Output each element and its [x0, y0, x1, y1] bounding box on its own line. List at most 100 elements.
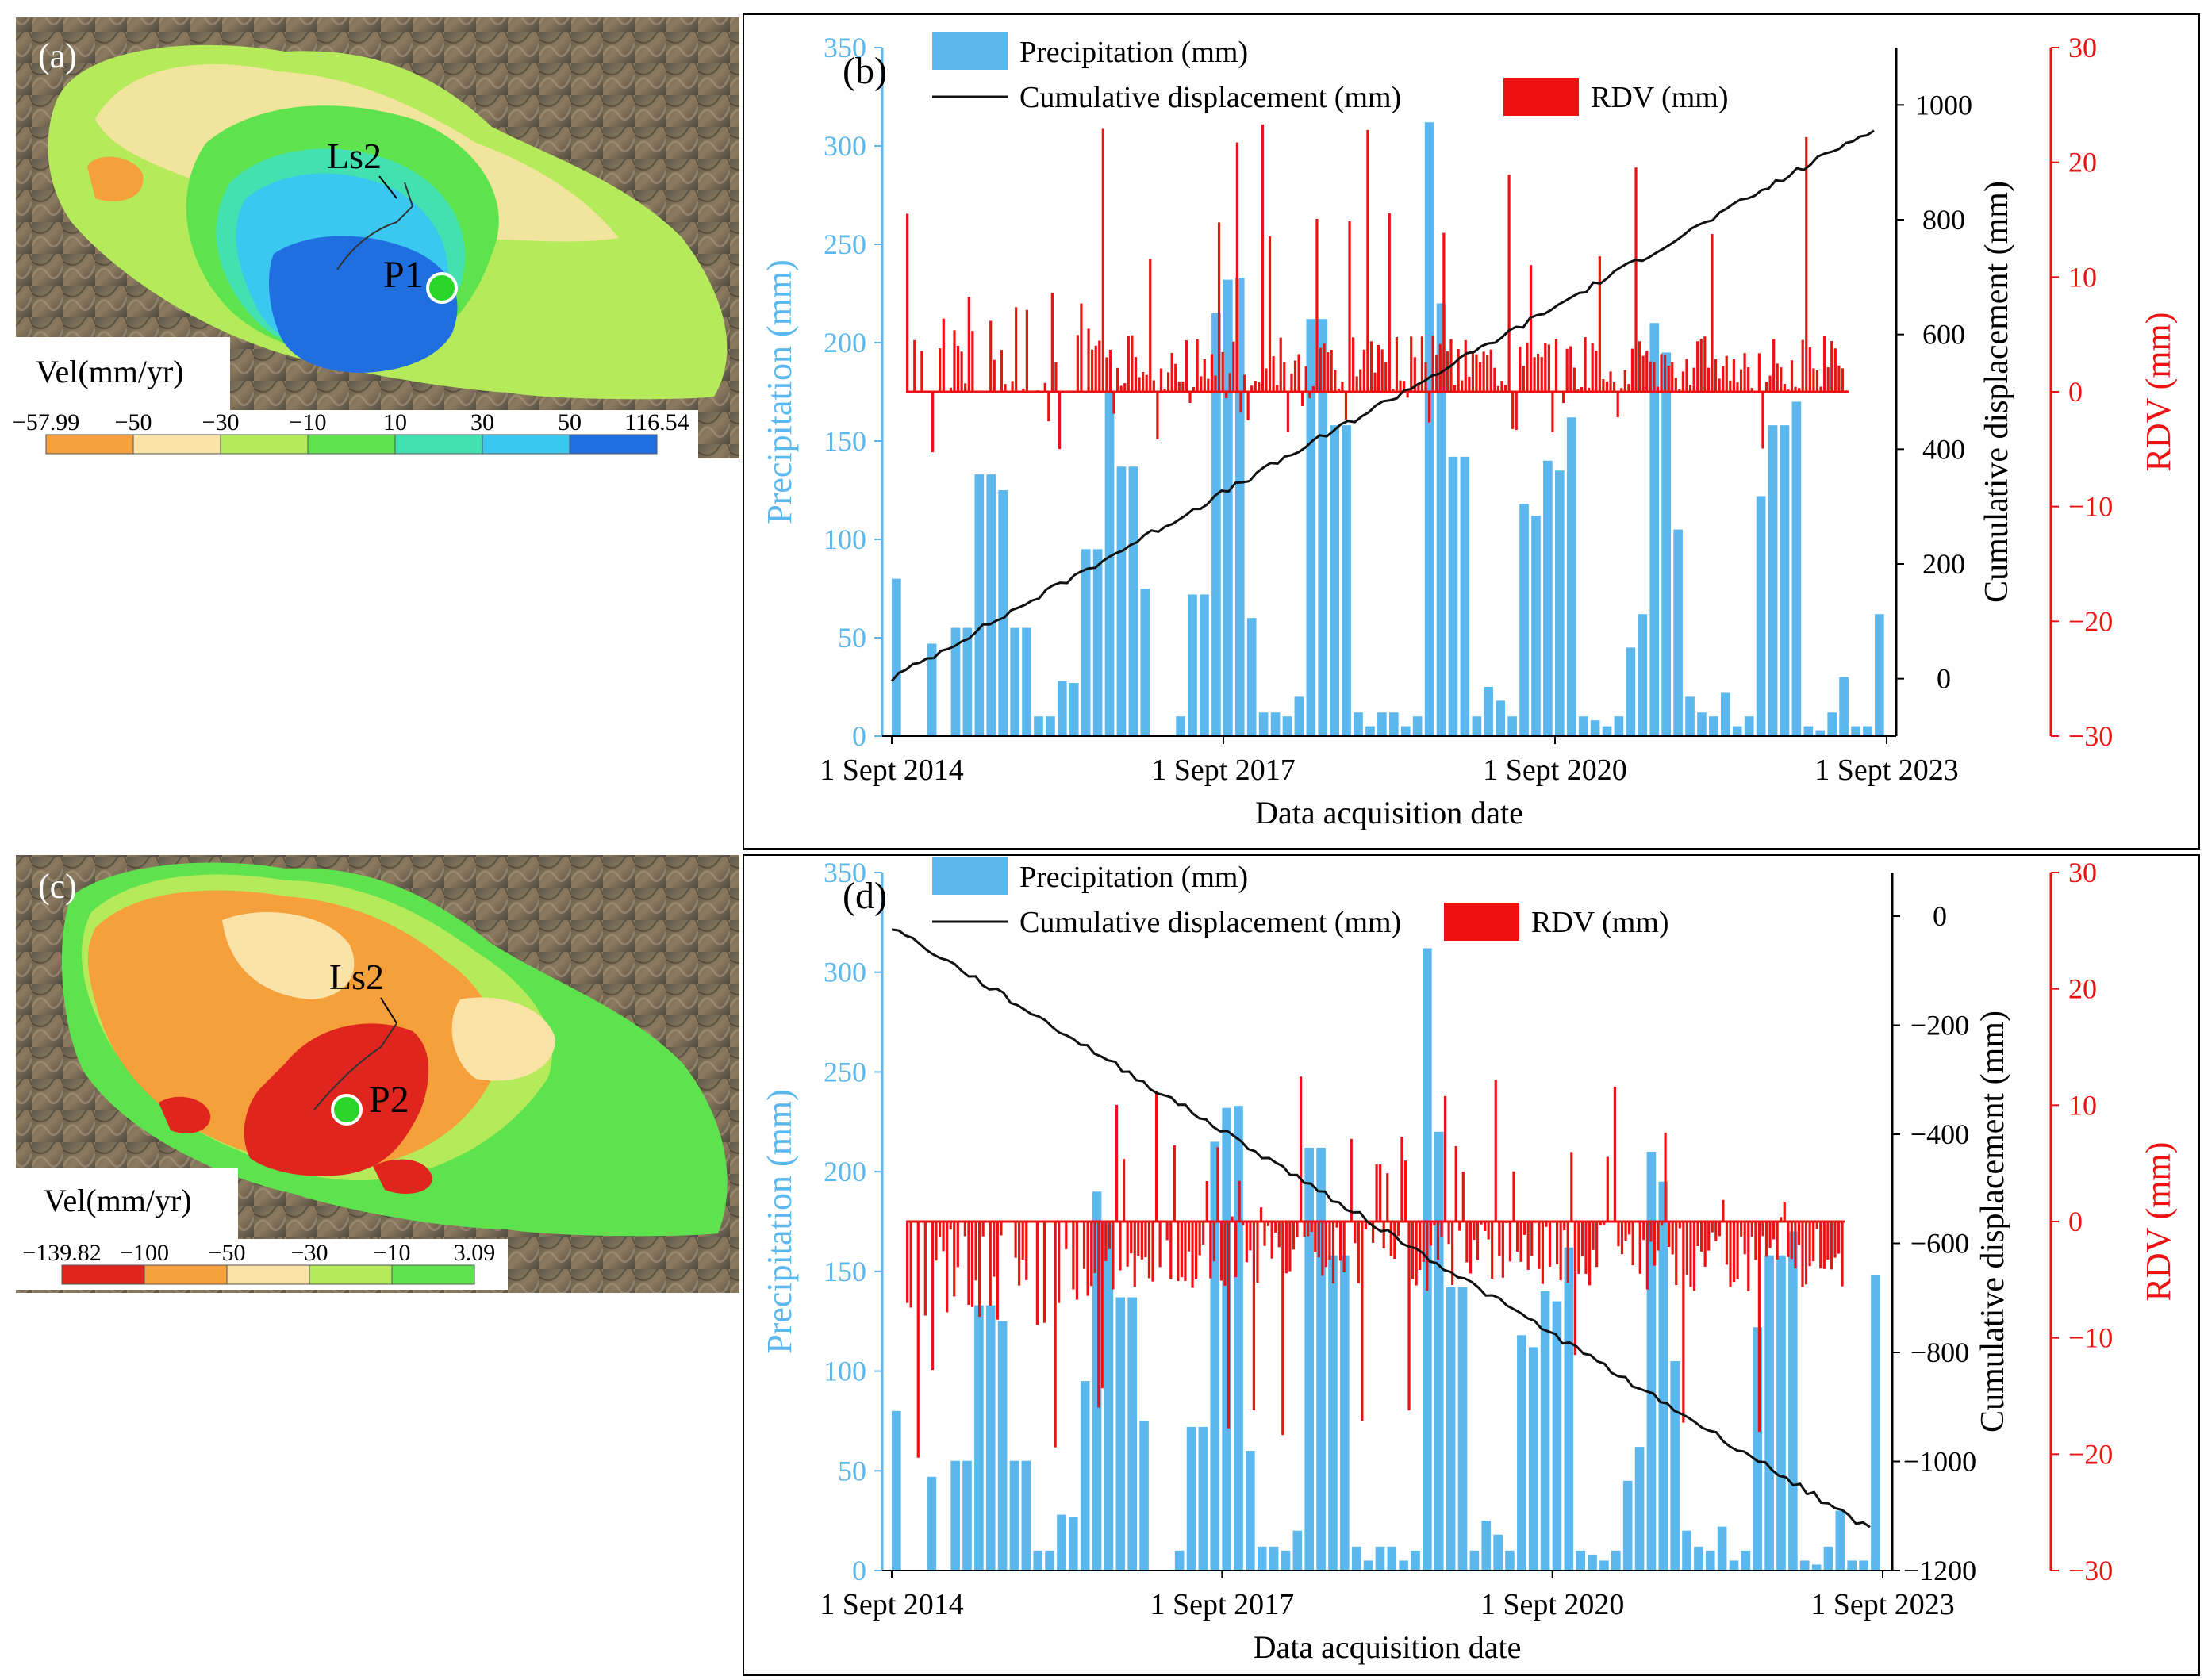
rdv-bar [1609, 371, 1612, 392]
rdv-bar [1457, 348, 1460, 392]
rdv-bar [1515, 392, 1518, 431]
legend-swatch [144, 1264, 228, 1285]
precip-bar [1673, 529, 1683, 736]
rdv-bar [1805, 136, 1808, 392]
rdv-bar [1565, 348, 1569, 392]
rdv-bar [1645, 351, 1649, 392]
rdv-bar [1545, 1222, 1548, 1227]
left-tick-label: 100 [824, 1356, 866, 1387]
rdv-bar [1137, 1222, 1140, 1256]
rdv-bar [960, 351, 963, 392]
rdv-bar [1185, 340, 1188, 392]
rdv-bar [1667, 366, 1670, 392]
landslide-c-pointer [380, 997, 397, 1024]
landslide-label-c: Ls2 [329, 957, 384, 997]
rdv-bar [1501, 1222, 1504, 1278]
chart-b-frame [743, 13, 2200, 850]
rdv-bar [967, 297, 970, 392]
right2-tick-label: 30 [2068, 32, 2097, 63]
precip-bar [1424, 122, 1434, 737]
legend-c-colorbar: −139.82 −100 −50 −30 −10 3.09 [22, 1240, 495, 1285]
rdv-bar [1307, 1222, 1310, 1237]
rdv-bar [942, 318, 945, 392]
legend-tick-label: −100 [120, 1240, 169, 1266]
rdv-bar [1660, 354, 1663, 392]
rdv-bar [1054, 362, 1058, 392]
precip-bar [1340, 1255, 1350, 1571]
rdv-bar [1722, 1199, 1725, 1222]
rdv-bar [1468, 376, 1471, 392]
precip-bar [1815, 730, 1826, 736]
rdv-bar [1544, 343, 1547, 392]
rdv-bar [1537, 354, 1540, 392]
rdv-bar [1649, 361, 1652, 392]
precip-bar [1871, 1275, 1880, 1571]
rdv-bar [1660, 1222, 1664, 1226]
rdv-bar [1174, 363, 1177, 392]
rdv-bar [1315, 218, 1319, 392]
precip-bar [1505, 1550, 1515, 1571]
precip-bar [1768, 425, 1778, 736]
zone-c-cream2 [451, 997, 555, 1081]
rdv-bar [1823, 336, 1826, 392]
left-tick-label: 250 [824, 228, 866, 260]
legend-tick-label: −10 [374, 1240, 411, 1266]
left-axis-title: Precipitation (mm) [760, 1089, 799, 1354]
rdv-bar [1286, 392, 1289, 432]
rdv-bar [935, 1222, 938, 1261]
rdv-bar [1065, 1222, 1068, 1249]
rdv-bar [1761, 1222, 1764, 1237]
precip-bar [1576, 1550, 1586, 1571]
rdv-bar [1410, 336, 1413, 392]
rdv-bar [1232, 341, 1235, 392]
rdv-bar [1595, 1222, 1599, 1268]
rdv-bar [1130, 1222, 1133, 1254]
precip-bar [1694, 1546, 1703, 1571]
precip-bar [1234, 278, 1245, 736]
rdv-bar [1112, 1222, 1115, 1290]
legend-swatch [482, 434, 570, 455]
rdv-bar [1284, 1222, 1288, 1274]
rdv-bar [1272, 356, 1275, 392]
rdv-bar [1671, 1222, 1674, 1255]
rdv-bar [1812, 368, 1815, 392]
precip-bar [1685, 696, 1695, 736]
rdv-bar [1166, 372, 1170, 392]
precip-bar [1080, 1381, 1090, 1571]
rdv-bar [1576, 389, 1580, 392]
rdv-bar [1438, 343, 1442, 392]
rdv-bar [1217, 222, 1221, 392]
precip-bar [997, 1321, 1008, 1571]
rdv-bar [1808, 1222, 1811, 1267]
rdv-bar [946, 1222, 949, 1313]
rdv-bar [1605, 382, 1609, 392]
rdv-bar [1126, 1222, 1129, 1267]
rdv-bar [1588, 387, 1591, 392]
chart-b: 05010015020025030035002004006008001000−3… [743, 13, 2200, 850]
precip-bar [1412, 716, 1423, 736]
rdv-bar [1794, 386, 1797, 392]
legend-tick-label: −50 [209, 1240, 246, 1266]
precip-bar [1116, 466, 1127, 736]
rdv-bar [1181, 381, 1185, 392]
rdv-bar [1293, 360, 1297, 392]
rdv-bar [1747, 1222, 1750, 1291]
rdv-bar [1526, 1222, 1530, 1270]
rdv-bar [1740, 1222, 1743, 1237]
rdv-bar [1768, 375, 1772, 392]
rdv-bar [939, 348, 942, 392]
rdv-bar [923, 1222, 927, 1316]
rdv-bar [1324, 1222, 1327, 1268]
chart-panel-label: (b) [843, 50, 887, 92]
legend-swatch [132, 434, 221, 455]
precip-bar [1069, 1517, 1078, 1571]
rdv-bar [1841, 368, 1845, 392]
panel-a-label: (a) [38, 36, 77, 75]
rdv-bar [1551, 392, 1554, 432]
panel-c-velocity-map: (c) Ls2 P2 Vel(mm/yr) −139.82 −100 −50 −30−… [16, 855, 739, 1293]
rdv-bar [967, 1222, 970, 1305]
rdv-bar [1703, 1222, 1707, 1267]
right1-tick-label: −1000 [1903, 1446, 1976, 1478]
rdv-bar [1165, 1222, 1169, 1241]
rdv-bar [949, 1222, 952, 1230]
